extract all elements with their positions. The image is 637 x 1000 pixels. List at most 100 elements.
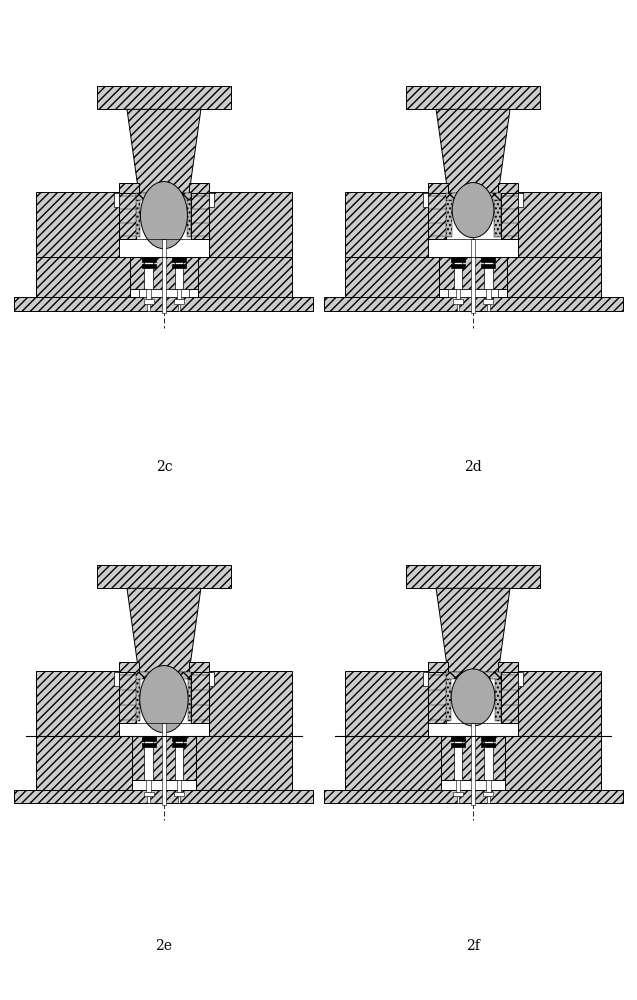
Polygon shape [162, 723, 166, 805]
Polygon shape [501, 193, 519, 239]
Polygon shape [427, 193, 445, 239]
Polygon shape [113, 672, 118, 686]
Polygon shape [519, 193, 524, 207]
Polygon shape [494, 200, 501, 237]
Polygon shape [451, 743, 464, 747]
Polygon shape [519, 672, 524, 686]
Polygon shape [486, 289, 490, 299]
Polygon shape [454, 257, 462, 289]
Polygon shape [97, 86, 231, 109]
Polygon shape [118, 183, 139, 193]
Polygon shape [176, 289, 182, 299]
Text: 2d: 2d [464, 460, 482, 474]
Polygon shape [471, 239, 475, 313]
Polygon shape [187, 200, 192, 237]
Polygon shape [173, 736, 186, 741]
Polygon shape [487, 796, 489, 803]
Polygon shape [145, 736, 153, 780]
Polygon shape [471, 723, 475, 805]
Polygon shape [406, 565, 540, 588]
Polygon shape [427, 662, 448, 672]
Polygon shape [147, 289, 151, 299]
Polygon shape [188, 679, 192, 721]
Polygon shape [118, 662, 139, 672]
Text: 2f: 2f [466, 939, 480, 953]
Polygon shape [174, 792, 184, 796]
Polygon shape [406, 86, 540, 109]
Polygon shape [451, 264, 464, 268]
Polygon shape [498, 183, 519, 193]
Polygon shape [453, 792, 463, 796]
Ellipse shape [452, 183, 494, 238]
Polygon shape [97, 565, 231, 588]
Polygon shape [173, 257, 186, 262]
Polygon shape [210, 192, 292, 257]
Polygon shape [436, 588, 510, 672]
Polygon shape [506, 257, 601, 297]
Polygon shape [457, 796, 459, 803]
Polygon shape [15, 297, 313, 311]
Polygon shape [486, 780, 490, 792]
Polygon shape [483, 299, 493, 304]
Polygon shape [144, 792, 154, 796]
Polygon shape [36, 671, 118, 736]
Polygon shape [445, 672, 501, 679]
Polygon shape [484, 257, 492, 289]
Polygon shape [445, 200, 452, 237]
Polygon shape [144, 299, 154, 304]
Polygon shape [145, 257, 153, 289]
Polygon shape [423, 672, 427, 686]
Polygon shape [505, 736, 601, 790]
Polygon shape [455, 289, 461, 299]
Polygon shape [118, 672, 136, 723]
Polygon shape [178, 304, 180, 311]
Polygon shape [196, 736, 292, 790]
Polygon shape [495, 679, 501, 721]
Polygon shape [483, 792, 493, 796]
Text: 2e: 2e [155, 939, 173, 953]
Polygon shape [142, 257, 155, 262]
Polygon shape [448, 289, 498, 297]
Polygon shape [345, 671, 427, 736]
Ellipse shape [140, 666, 188, 733]
Polygon shape [127, 109, 201, 193]
Polygon shape [455, 780, 461, 792]
Polygon shape [136, 672, 192, 679]
Polygon shape [457, 304, 459, 311]
Polygon shape [15, 790, 313, 803]
Polygon shape [189, 183, 210, 193]
Polygon shape [484, 736, 492, 780]
Text: 2c: 2c [155, 460, 172, 474]
Polygon shape [210, 193, 214, 207]
Polygon shape [147, 780, 151, 792]
Polygon shape [482, 257, 495, 262]
Polygon shape [131, 257, 197, 289]
Ellipse shape [451, 669, 495, 726]
Polygon shape [192, 193, 210, 239]
Polygon shape [519, 671, 601, 736]
Polygon shape [175, 257, 183, 289]
Polygon shape [189, 662, 210, 672]
Polygon shape [436, 109, 510, 193]
Polygon shape [173, 264, 186, 268]
Polygon shape [176, 780, 182, 792]
Polygon shape [118, 193, 136, 239]
Polygon shape [192, 672, 210, 723]
Polygon shape [139, 289, 189, 297]
Polygon shape [173, 743, 186, 747]
Polygon shape [210, 671, 292, 736]
Polygon shape [498, 662, 519, 672]
Polygon shape [423, 193, 427, 207]
Polygon shape [441, 736, 505, 780]
Polygon shape [451, 736, 464, 741]
Polygon shape [175, 736, 183, 780]
Polygon shape [136, 200, 140, 237]
Polygon shape [427, 672, 445, 723]
Polygon shape [136, 193, 192, 200]
Polygon shape [445, 679, 451, 721]
Polygon shape [440, 257, 506, 289]
Polygon shape [132, 736, 196, 780]
Polygon shape [197, 257, 292, 297]
Polygon shape [142, 264, 155, 268]
Polygon shape [148, 796, 150, 803]
